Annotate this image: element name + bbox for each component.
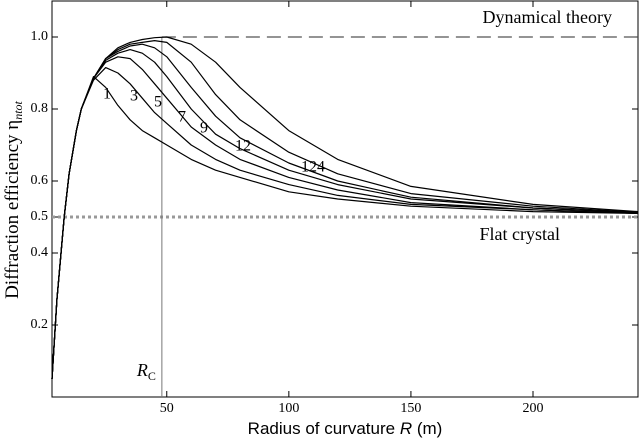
critical-label-var: R [136,360,148,380]
curve [51,36,639,380]
x-label-unit: (m) [412,419,442,438]
y-label-text: Diffraction efficiency η [2,120,23,299]
x-tick-label: 200 [523,401,544,416]
x-tick-label: 150 [400,401,421,416]
y-axis-label: Diffraction efficiency ηntot [2,100,24,298]
x-tick-label: 100 [278,401,299,416]
y-tick-label: 0.2 [31,317,49,332]
curve-label: 7 [178,109,186,126]
flat-label: Flat crystal [480,224,560,244]
y-tick-label: 0.8 [31,101,49,116]
y-tick-label: 0.4 [31,245,49,260]
curve-label: 1 [103,86,111,103]
x-label-var: R [400,419,412,438]
y-tick-label: 0.6 [31,173,49,188]
curve-label: 124 [301,159,325,176]
curve-label: 3 [130,88,138,105]
y-tick-label: 1.0 [31,29,49,44]
x-tick-label: 50 [160,401,174,416]
critical-label: RC [136,360,156,383]
critical-label-sub: C [148,369,156,383]
curve-label: 9 [200,120,208,137]
y-label-sub: ntot [11,100,25,119]
dynamical-label: Dynamical theory [483,7,612,27]
x-axis-label: Radius of curvature R (m) [248,419,443,438]
curve-label: 12 [235,138,251,155]
curve [51,49,639,380]
curve-label: 5 [154,94,162,111]
plot-frame [51,0,639,398]
y-tick-label: 0.5 [31,209,49,224]
x-label-text: Radius of curvature [248,419,400,438]
